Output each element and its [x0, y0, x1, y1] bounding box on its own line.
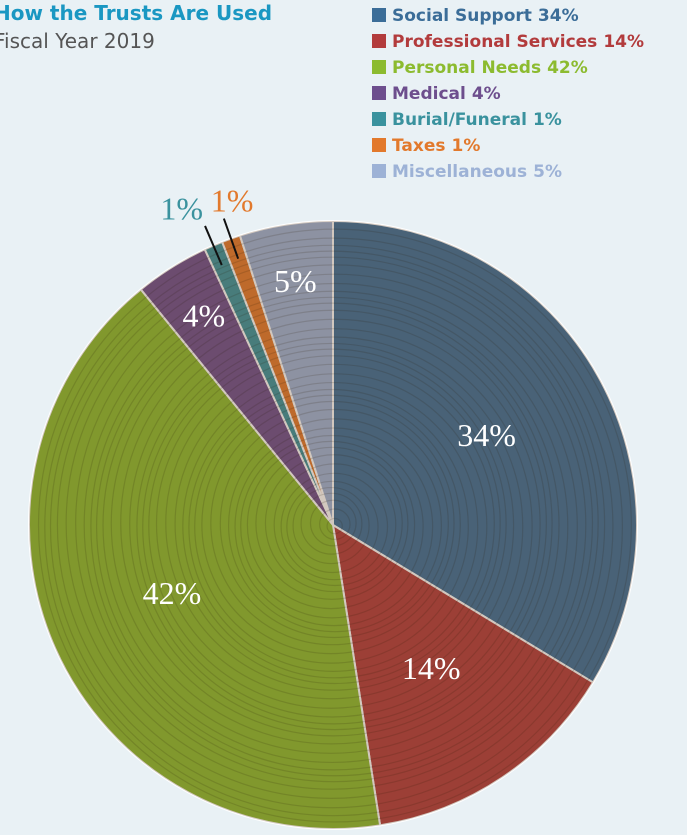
legend-label: Social Support 34%	[392, 6, 579, 26]
legend-name: Taxes	[392, 136, 446, 156]
pie: 34% 14% 42% 4% 1%1% 5%	[29, 183, 637, 829]
legend-value: 1%	[452, 136, 481, 156]
legend-name: Miscellaneous	[392, 162, 527, 182]
legend-name: Social Support	[392, 6, 532, 26]
slice-label: 14%	[402, 650, 461, 686]
legend-value: 42%	[547, 58, 588, 78]
legend-name: Professional Services	[392, 32, 597, 52]
legend-value: 1%	[533, 110, 562, 130]
legend-label: Professional Services 14%	[392, 32, 644, 52]
legend-label: Burial/Funeral 1%	[392, 110, 562, 130]
legend-swatch	[372, 112, 386, 126]
legend-name: Medical	[392, 84, 466, 104]
legend-swatch	[372, 138, 386, 152]
legend: Social Support 34% Professional Services 14…	[372, 6, 644, 182]
legend-value: 14%	[603, 32, 644, 52]
legend-label: Medical 4%	[392, 84, 501, 104]
legend-name: Burial/Funeral	[392, 110, 527, 130]
slice-label: 34%	[457, 417, 516, 453]
chart-title: How the Trusts Are Used	[0, 1, 272, 25]
legend-value: 4%	[472, 84, 501, 104]
legend-swatch	[372, 60, 386, 74]
page: {"chart_data": {"type": "pie", "title": …	[0, 0, 687, 835]
slice-label: 42%	[143, 575, 202, 611]
legend-swatch	[372, 34, 386, 48]
legend-swatch	[372, 8, 386, 22]
legend-value: 5%	[533, 162, 562, 182]
chart-subtitle: Fiscal Year 2019	[0, 29, 155, 53]
legend-swatch	[372, 164, 386, 178]
legend-label: Personal Needs 42%	[392, 58, 588, 78]
slice-label: 1%	[211, 183, 254, 219]
slice-label: 1%	[160, 190, 203, 226]
slice-label: 5%	[274, 263, 317, 299]
legend-name: Personal Needs	[392, 58, 541, 78]
legend-label: Miscellaneous 5%	[392, 162, 562, 182]
legend-swatch	[372, 86, 386, 100]
chart: How the Trusts Are Used Fiscal Year 2019…	[0, 0, 687, 835]
legend-label: Taxes 1%	[392, 136, 480, 156]
slice-label: 4%	[183, 297, 226, 333]
legend-value: 34%	[538, 6, 579, 26]
